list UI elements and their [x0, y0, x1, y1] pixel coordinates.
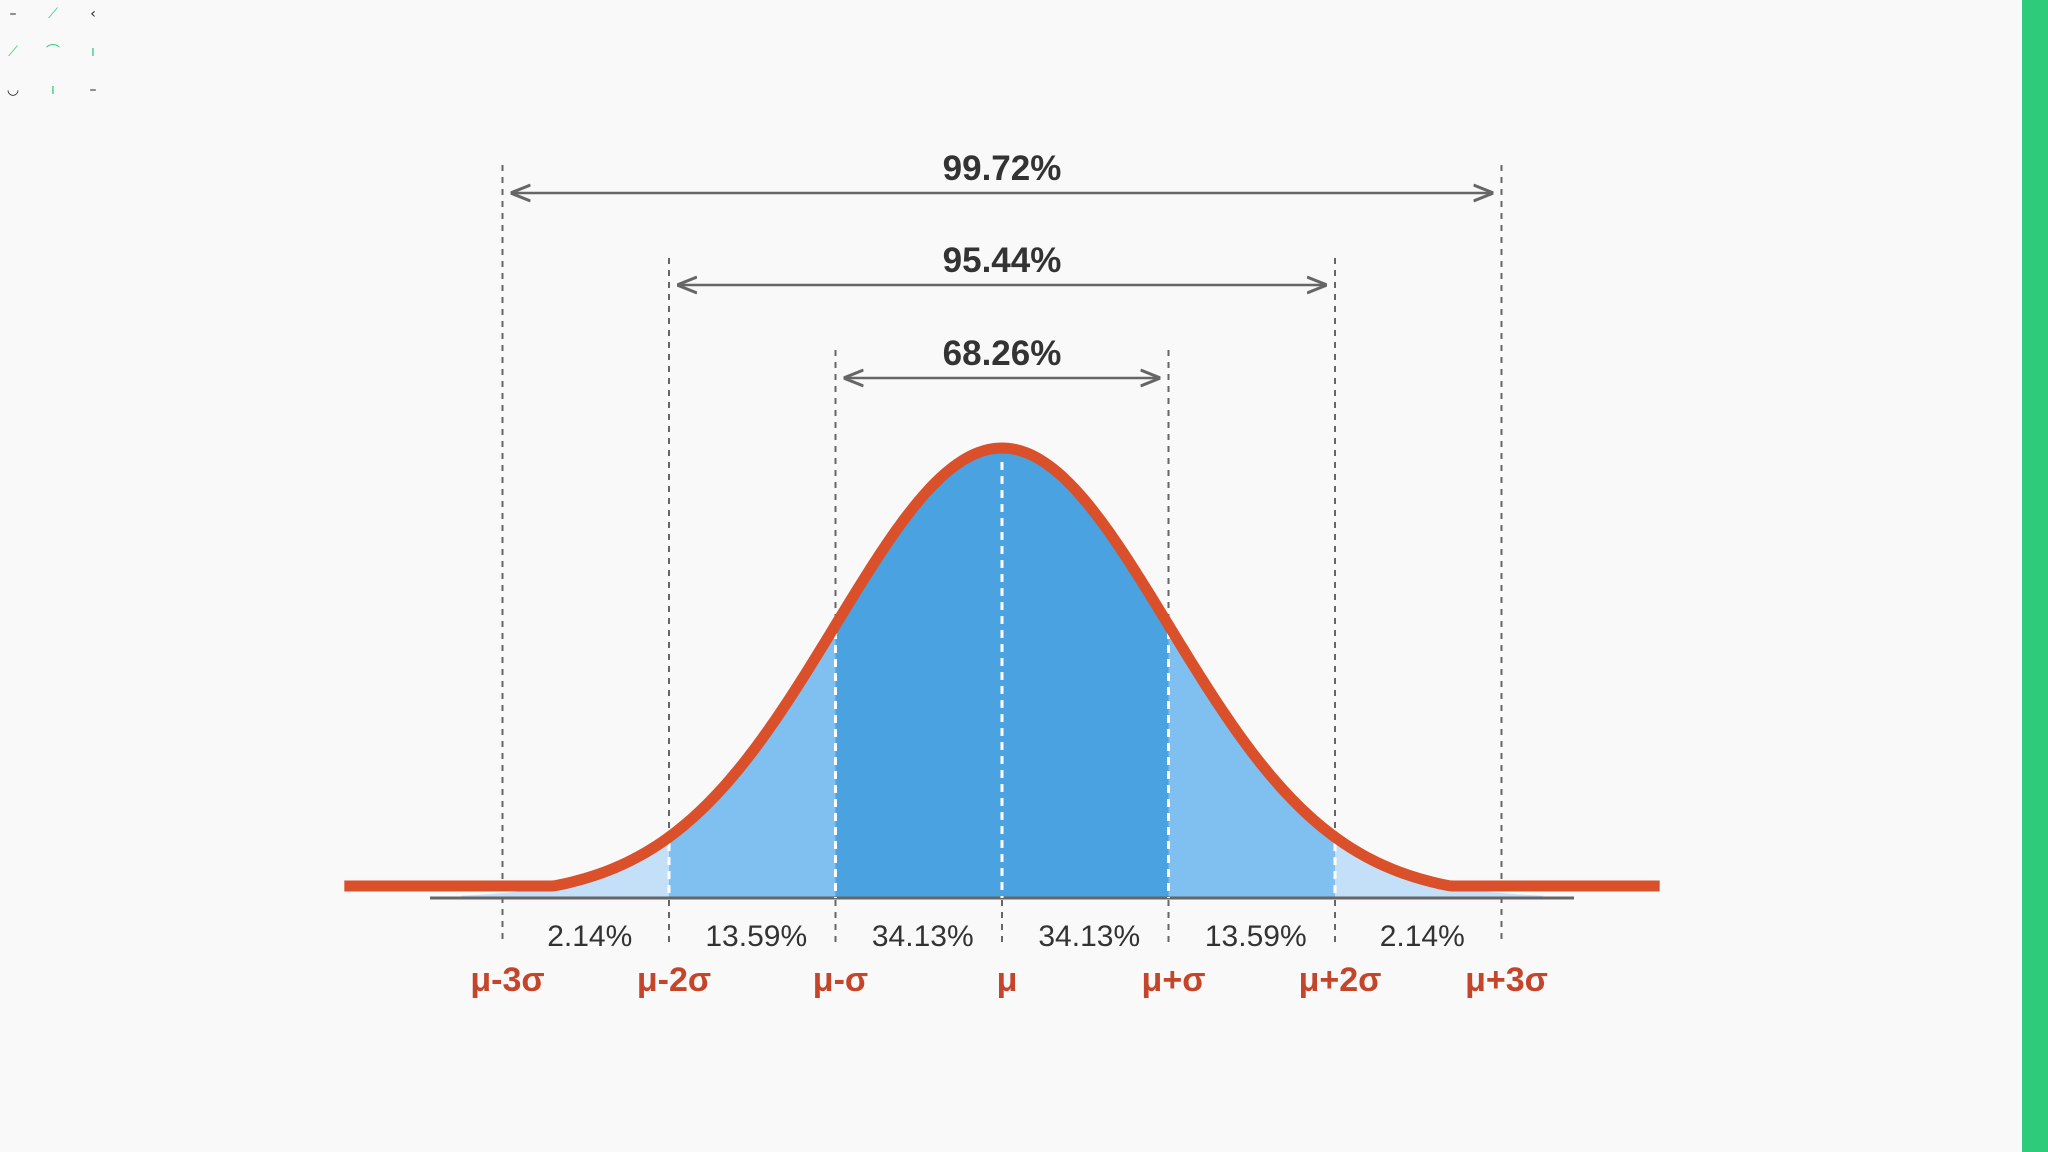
sigma-label: μ+3σ	[1465, 961, 1548, 999]
segment-label: 34.13%	[1038, 920, 1140, 953]
bell-curve	[342, 442, 1662, 892]
sigma-label: μ-2σ	[637, 961, 711, 999]
corner-glyph: ı	[51, 82, 55, 98]
side-accent-strip	[2022, 0, 2048, 1152]
sigma-label: μ-3σ	[470, 961, 544, 999]
corner-glyph: –	[90, 82, 97, 98]
sigma-label: μ	[997, 961, 1018, 999]
range-label-2sigma: 95.44%	[943, 241, 1062, 280]
range-label-3sigma: 99.72%	[943, 149, 1062, 188]
corner-glyph: ⟋	[8, 44, 18, 60]
corner-glyph: ı	[91, 44, 95, 60]
corner-glyph: ◡	[7, 82, 19, 98]
corner-glyph: –	[10, 6, 17, 22]
fill-region-4	[835, 448, 1002, 898]
corner-glyph: ⟋	[48, 6, 58, 22]
sigma-dashed-lines	[501, 165, 1503, 945]
range-label-1sigma: 68.26%	[943, 334, 1062, 373]
corner-glyph: ⌒	[46, 44, 60, 60]
sigma-axis-labels: μ-3σ μ-2σ μ-σ μ μ+σ μ+2σ μ+3σ	[470, 961, 1548, 999]
segment-percent-labels: 2.14% 13.59% 34.13% 34.13% 13.59% 2.14%	[547, 920, 1465, 953]
range-arrows: 99.72% 95.44% 68.26%	[513, 149, 1492, 378]
segment-label: 2.14%	[547, 920, 632, 953]
fill-region-5	[1002, 448, 1169, 898]
sigma-label: μ+σ	[1142, 961, 1206, 999]
corner-glyph: ‹	[90, 6, 96, 22]
segment-label: 13.59%	[705, 920, 807, 953]
sigma-label: μ-σ	[813, 961, 868, 999]
segment-label: 13.59%	[1205, 920, 1307, 953]
bell-curve-line	[342, 442, 1662, 892]
segment-label: 34.13%	[872, 920, 974, 953]
fill-region-2	[502, 837, 669, 898]
sigma-label: μ+2σ	[1299, 961, 1382, 999]
fill-region-7	[1335, 837, 1502, 898]
corner-glyph-grid: – ⟋ ‹ ⟋ ⌒ ı ◡ ı –	[7, 6, 97, 98]
segment-label: 2.14%	[1380, 920, 1465, 953]
